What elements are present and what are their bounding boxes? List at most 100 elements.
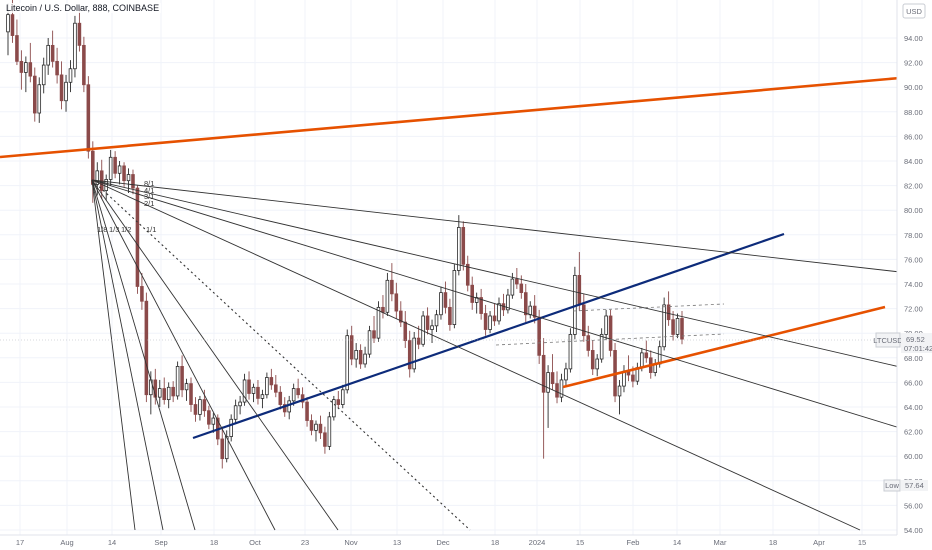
candle-body — [439, 292, 443, 316]
candle-body — [296, 388, 300, 396]
candle-body — [394, 293, 399, 312]
y-tick-label: 60.00 — [904, 452, 923, 461]
fan-line-upper-1 — [91, 179, 901, 273]
candle-body — [425, 315, 430, 330]
candle-body — [586, 335, 591, 351]
candle-body — [515, 278, 519, 285]
candle-body — [497, 303, 501, 322]
last-price-tag: LTCUSD 69.52 07:01:42 — [0, 332, 932, 353]
fan-line-lower-4 — [91, 179, 164, 531]
currency-box[interactable] — [902, 3, 926, 19]
y-tick-label: 76.00 — [904, 255, 923, 264]
candle-body — [193, 404, 198, 415]
x-tick-label: Mar — [714, 538, 727, 547]
candle-body — [309, 420, 314, 431]
x-tick-label: Sep — [154, 538, 167, 547]
candle-body — [175, 366, 180, 397]
candle-body — [220, 438, 225, 460]
y-tick-label: 56.00 — [904, 501, 923, 510]
orange-lower-trendline[interactable] — [562, 305, 886, 389]
candle-body — [345, 335, 350, 391]
blue-trendline[interactable] — [192, 232, 785, 440]
candle-body — [483, 313, 488, 330]
x-tick-label: 2024 — [529, 538, 546, 547]
candle-body — [537, 316, 541, 356]
candle-body — [300, 394, 305, 403]
candle-body — [305, 401, 309, 421]
candle-body — [622, 370, 626, 387]
y-tick-label: 64.00 — [904, 403, 923, 412]
candle-body — [555, 383, 559, 398]
candle-body — [604, 315, 608, 335]
candle-body — [46, 44, 50, 66]
y-tick-label: 82.00 — [904, 182, 923, 191]
last-price-countdown: 07:01:42 — [904, 344, 932, 353]
candle-body — [336, 399, 341, 405]
candle-body — [77, 22, 82, 46]
x-tick-label: 14 — [108, 538, 116, 547]
candle-body — [211, 417, 216, 425]
fan-label-4-1: 4/1 — [144, 186, 154, 195]
y-tick-label: 74.00 — [904, 280, 923, 289]
x-tick-label: 15 — [576, 538, 584, 547]
y-tick-label: 54.00 — [904, 526, 923, 535]
candle-body — [251, 386, 256, 394]
candle-body — [666, 304, 671, 321]
candle-body — [198, 399, 202, 415]
last-price-symbol: LTCUSD — [873, 336, 903, 345]
candle-body — [595, 358, 599, 370]
candle-body — [657, 346, 662, 365]
candle-body — [644, 352, 649, 359]
candle-body — [675, 318, 680, 335]
fan-label-8-1: 8/1 — [144, 179, 154, 188]
candle-body — [37, 84, 42, 114]
candle-body — [568, 334, 573, 370]
candle-body — [135, 187, 140, 287]
candle-body — [318, 423, 323, 434]
candle-body — [488, 315, 492, 330]
low-marker: Low 57.64 — [883, 479, 928, 492]
candle-body — [131, 174, 135, 189]
candle-body — [157, 388, 162, 398]
candle-body — [242, 379, 247, 403]
x-tick-label: Nov — [344, 538, 358, 547]
x-tick-label: Oct — [249, 538, 262, 547]
time-axis[interactable]: 17 Aug 14 Sep 18 Oct 23 Nov 13 Dec 18 2024 15 Feb 14 Ma… — [0, 534, 932, 550]
candle-body — [6, 14, 10, 33]
candle-body — [367, 330, 372, 355]
x-tick-label: Aug — [60, 538, 73, 547]
fan-line-lower-2 — [91, 179, 276, 531]
candle-body — [314, 423, 318, 431]
candle-body — [224, 436, 229, 460]
candle-body — [461, 227, 466, 265]
candle-body — [229, 418, 233, 437]
candle-body — [376, 306, 381, 339]
y-tick-label: 62.00 — [904, 428, 923, 437]
candle-body — [399, 310, 403, 323]
candle-body — [247, 379, 251, 394]
orange-long-trendline[interactable] — [0, 76, 901, 159]
candle-body — [144, 300, 149, 396]
candle-body — [443, 292, 448, 308]
fan-line-lower-5 — [91, 179, 136, 531]
candle-body — [10, 14, 15, 36]
candle-body — [180, 366, 184, 391]
currency-label: USD — [906, 7, 922, 16]
grid-lines — [0, 0, 897, 535]
x-tick-label: 15 — [858, 538, 866, 547]
candle-body — [434, 314, 439, 327]
candle-body — [291, 388, 296, 402]
price-axis[interactable]: 94.00 92.00 90.00 88.00 86.00 84.00 82.00 80.00… — [896, 0, 932, 535]
candle-body — [492, 315, 497, 322]
fan-line-lower-3 — [91, 179, 196, 531]
candle-body — [140, 286, 144, 302]
candle-body — [448, 306, 452, 325]
candle-body — [470, 284, 474, 303]
candle-body — [256, 386, 260, 399]
candle-body — [354, 350, 358, 360]
candle-body — [550, 372, 555, 385]
candle-body — [349, 335, 354, 360]
candle-body — [327, 416, 332, 447]
candle-body — [207, 410, 211, 425]
